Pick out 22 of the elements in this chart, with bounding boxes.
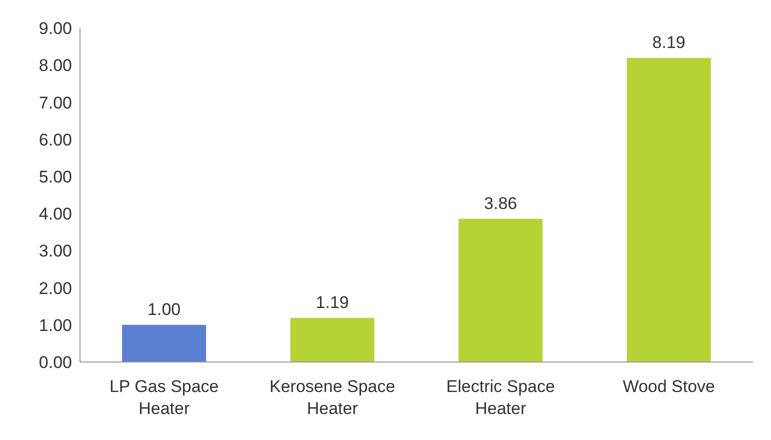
y-tick-label: 5.00 <box>38 167 72 186</box>
data-label: 1.19 <box>316 292 349 312</box>
y-tick-label: 1.00 <box>38 316 72 335</box>
y-tick-label: 3.00 <box>38 242 72 261</box>
data-label: 3.86 <box>484 194 518 213</box>
y-tick-label: 2.00 <box>38 278 72 298</box>
bar <box>626 58 711 362</box>
bar <box>290 318 374 362</box>
y-tick-label: 0.00 <box>38 353 72 372</box>
y-tick-label: 8.00 <box>38 56 72 76</box>
y-tick-label: 4.00 <box>38 204 72 224</box>
x-tick-label: Electric Space Heater <box>446 377 555 418</box>
bar <box>122 324 206 362</box>
y-tick-label: 6.00 <box>38 130 72 150</box>
data-label: 1.00 <box>148 300 181 319</box>
data-label: 8.19 <box>652 33 686 52</box>
bar <box>458 218 543 362</box>
y-tick-label: 7.00 <box>38 93 72 112</box>
x-tick-label: Kerosene Space Heater <box>270 377 396 418</box>
x-tick-label: LP Gas Space Heater <box>109 377 219 418</box>
x-tick-label: Wood Stove <box>622 377 716 396</box>
y-tick-label: 9.00 <box>38 19 72 38</box>
